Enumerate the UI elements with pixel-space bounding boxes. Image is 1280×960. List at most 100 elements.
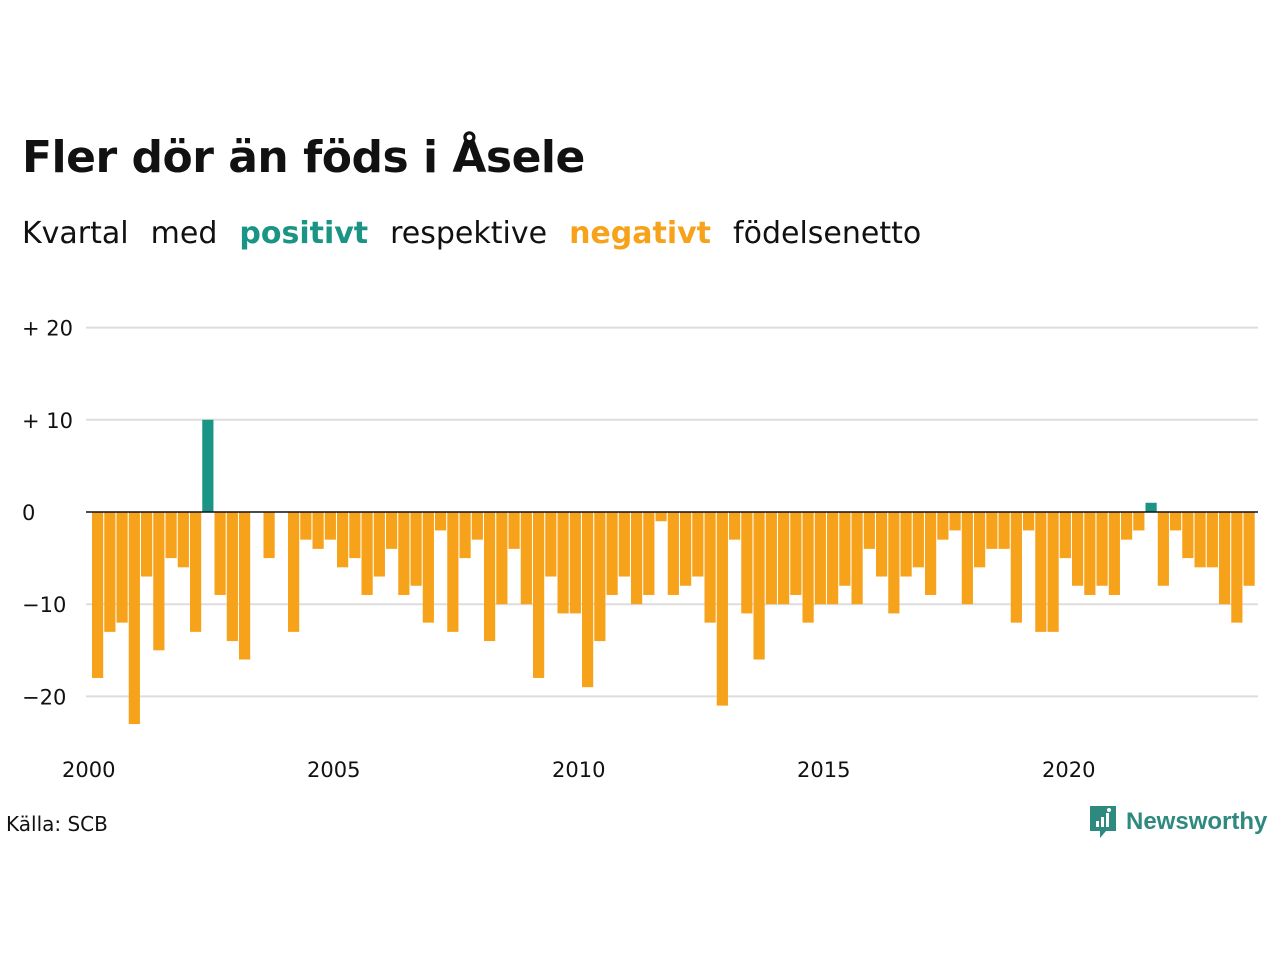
bar (1096, 512, 1108, 586)
legend-positive: positivt (239, 216, 369, 251)
bar (349, 512, 361, 559)
bar (912, 512, 924, 568)
bar (863, 512, 875, 549)
bar (753, 512, 765, 660)
bar (680, 512, 692, 586)
bar (496, 512, 508, 605)
bar (998, 512, 1010, 549)
bar (214, 512, 226, 595)
bar (594, 512, 606, 642)
bar (128, 512, 140, 725)
bar (1206, 512, 1218, 568)
bar (1047, 512, 1059, 632)
bar (1133, 512, 1145, 531)
bar (202, 419, 214, 512)
bar (582, 512, 594, 688)
bar (1035, 512, 1047, 632)
bar (692, 512, 704, 577)
grid-lines (86, 326, 1258, 698)
y-tick-label: −10 (22, 593, 66, 617)
subtitle-text-birth-net: födelsenetto (733, 216, 922, 251)
bar (802, 512, 814, 623)
y-tick-label: + 20 (22, 317, 73, 341)
bar (92, 512, 104, 678)
bar (190, 512, 202, 632)
bar (300, 512, 312, 540)
legend-negative: negativt (569, 216, 712, 251)
y-axis-labels: + 20 + 10 0 −10 −20 (22, 317, 73, 710)
bar (545, 512, 557, 577)
bar (447, 512, 459, 632)
bar (741, 512, 753, 614)
bar (618, 512, 630, 577)
brand-name: Newsworthy (1126, 808, 1268, 835)
bar (986, 512, 998, 549)
bar (569, 512, 581, 614)
bar (1072, 512, 1084, 586)
bar (361, 512, 373, 595)
bar (765, 512, 777, 605)
bar (459, 512, 471, 559)
bar (373, 512, 385, 577)
newsworthy-logo[interactable]: Newsworthy (1088, 804, 1267, 840)
bar (239, 512, 251, 660)
bar (1108, 512, 1120, 595)
bar (337, 512, 349, 568)
subtitle-text-with: med (150, 216, 218, 251)
source-note: Källa: SCB (6, 812, 108, 836)
bar (422, 512, 434, 623)
x-axis-labels: 2000 2005 2010 2015 2020 (62, 758, 1095, 782)
bar (667, 512, 679, 595)
y-tick-label: + 10 (22, 409, 73, 433)
x-tick-label: 2000 (62, 758, 115, 782)
bar (876, 512, 888, 577)
bar (1243, 512, 1255, 586)
bar (1145, 502, 1157, 512)
bar (778, 512, 790, 605)
y-tick-label: −20 (22, 685, 66, 709)
x-tick-label: 2020 (1042, 758, 1095, 782)
bar (1023, 512, 1035, 531)
bar (851, 512, 863, 605)
x-tick-label: 2010 (552, 758, 605, 782)
bar (1121, 512, 1133, 540)
bar (1182, 512, 1194, 559)
bar (386, 512, 398, 549)
bar (729, 512, 741, 540)
bar (533, 512, 545, 678)
bar (814, 512, 826, 605)
chart-title: Fler dör än föds i Åsele (22, 132, 585, 183)
bar (1231, 512, 1243, 623)
bar (1219, 512, 1231, 605)
bar (1084, 512, 1096, 595)
bar (949, 512, 961, 531)
bar (165, 512, 177, 559)
bar (1010, 512, 1022, 623)
bar (288, 512, 300, 632)
bar (925, 512, 937, 595)
bar (104, 512, 116, 632)
bar (226, 512, 238, 642)
bar (520, 512, 532, 605)
bar (116, 512, 128, 623)
bar (839, 512, 851, 586)
bar (1059, 512, 1071, 559)
bar (655, 512, 667, 522)
bar (141, 512, 153, 577)
bar (153, 512, 165, 651)
bar (398, 512, 410, 595)
bar (471, 512, 483, 540)
bar (177, 512, 189, 568)
bar (900, 512, 912, 577)
x-tick-label: 2005 (307, 758, 360, 782)
chart-subtitle: Kvartal med positivt respektive negativt… (22, 216, 921, 251)
bar (263, 512, 275, 559)
bar (827, 512, 839, 605)
newsworthy-logo-icon (1090, 806, 1116, 838)
bar (937, 512, 949, 540)
bar (410, 512, 422, 586)
bars (86, 419, 1258, 725)
subtitle-text-quarter: Kvartal (22, 216, 129, 251)
bar (312, 512, 324, 549)
bar (557, 512, 569, 614)
